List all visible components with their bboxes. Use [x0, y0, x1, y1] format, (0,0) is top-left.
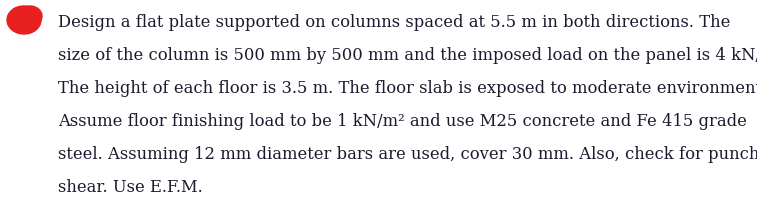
Text: Assume floor finishing load to be 1 kN/m² and use M25 concrete and Fe 415 grade: Assume floor finishing load to be 1 kN/m… — [58, 113, 747, 130]
Text: shear. Use E.F.M.: shear. Use E.F.M. — [58, 179, 203, 196]
Text: steel. Assuming 12 mm diameter bars are used, cover 30 mm. Also, check for punch: steel. Assuming 12 mm diameter bars are … — [58, 146, 757, 163]
Ellipse shape — [10, 7, 30, 25]
Text: The height of each floor is 3.5 m. The floor slab is exposed to moderate environ: The height of each floor is 3.5 m. The f… — [58, 80, 757, 97]
Text: Design a flat plate supported on columns spaced at 5.5 m in both directions. The: Design a flat plate supported on columns… — [58, 14, 731, 31]
Ellipse shape — [18, 6, 42, 26]
Text: size of the column is 500 mm by 500 mm and the imposed load on the panel is 4 kN: size of the column is 500 mm by 500 mm a… — [58, 47, 757, 64]
Ellipse shape — [7, 6, 41, 34]
